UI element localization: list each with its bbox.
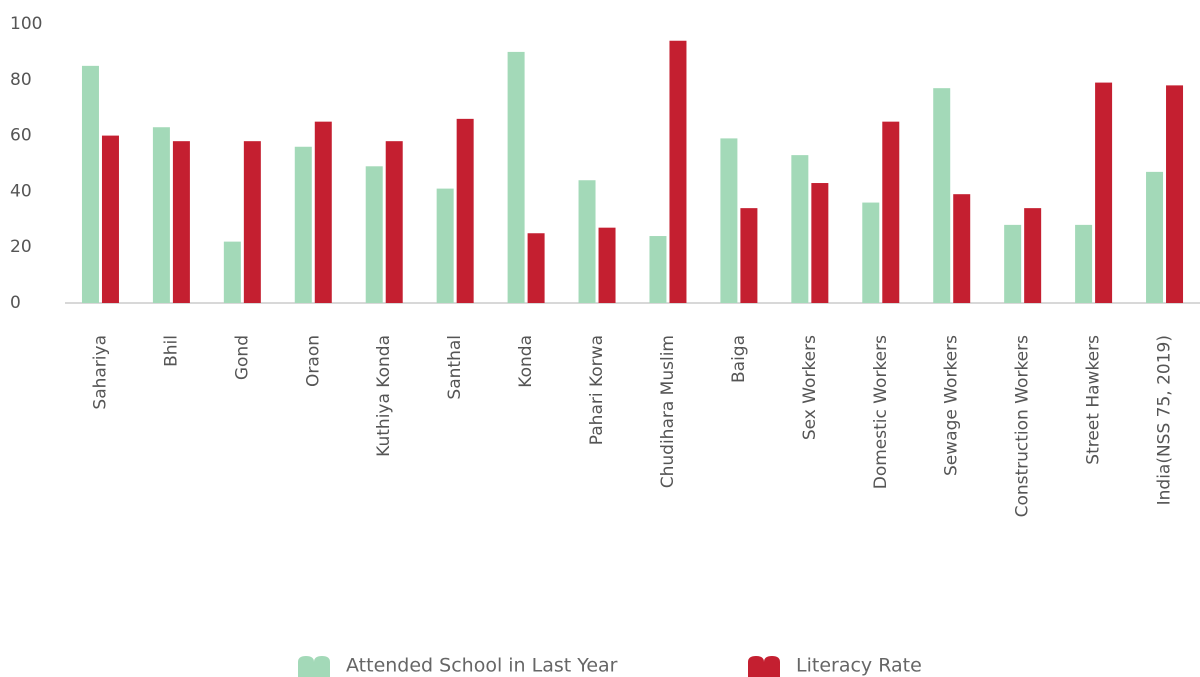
x-tick-label: Sewage Workers [942, 335, 962, 476]
bar [243, 141, 261, 303]
bar [649, 236, 667, 303]
bar [456, 118, 474, 303]
x-tick-label: Gond [232, 335, 252, 380]
x-tick-label: Pahari Korwa [587, 335, 607, 445]
legend-label: Attended School in Last Year [346, 655, 618, 677]
legend-swatch [298, 656, 330, 677]
bar [1075, 224, 1093, 303]
x-tick-label: Bhil [161, 335, 181, 367]
bar [385, 141, 403, 303]
bar [507, 51, 525, 304]
bar [791, 155, 809, 303]
y-tick-label: 60 [10, 126, 32, 146]
x-tick-label: Construction Workers [1013, 335, 1033, 518]
bar [1146, 171, 1164, 303]
bar [81, 65, 99, 303]
bar [101, 135, 119, 303]
bar [811, 183, 829, 303]
x-tick-label: Konda [516, 335, 536, 388]
bar [740, 208, 758, 303]
bar [933, 88, 951, 303]
y-tick-label: 80 [10, 70, 32, 90]
x-tick-label: Kuthiya Konda [374, 335, 394, 457]
bar [294, 146, 312, 303]
bar [720, 138, 738, 303]
x-tick-label: Street Hawkers [1084, 335, 1104, 465]
x-tick-label: Chudihara Muslim [658, 335, 678, 488]
bar [152, 127, 170, 303]
x-tick-label: India(NSS 75, 2019) [1155, 335, 1175, 505]
bar [953, 194, 971, 303]
x-tick-label: Baiga [729, 335, 749, 383]
bar [862, 202, 880, 303]
y-tick-label: 20 [10, 237, 32, 257]
bar [365, 166, 383, 303]
y-tick-label: 40 [10, 181, 32, 201]
x-tick-label: Sahariya [90, 335, 110, 410]
bar [1004, 224, 1022, 303]
legend-label: Literacy Rate [796, 655, 922, 677]
y-tick-label: 100 [10, 14, 42, 34]
bar [172, 141, 190, 303]
bar [1024, 208, 1042, 303]
bar [527, 233, 545, 303]
x-tick-label: Domestic Workers [871, 335, 891, 489]
bar [223, 241, 241, 303]
bar [598, 227, 616, 303]
bar [1166, 85, 1184, 303]
bar [314, 121, 332, 304]
bar [436, 188, 454, 303]
x-tick-label: Santhal [445, 335, 465, 400]
bar [882, 121, 900, 304]
bar [669, 40, 687, 304]
legend-swatch [748, 656, 780, 677]
x-tick-label: Sex Workers [800, 335, 820, 440]
y-tick-label: 0 [10, 293, 21, 313]
bar [578, 180, 596, 303]
x-tick-label: Oraon [303, 335, 323, 387]
bar [1095, 82, 1113, 303]
